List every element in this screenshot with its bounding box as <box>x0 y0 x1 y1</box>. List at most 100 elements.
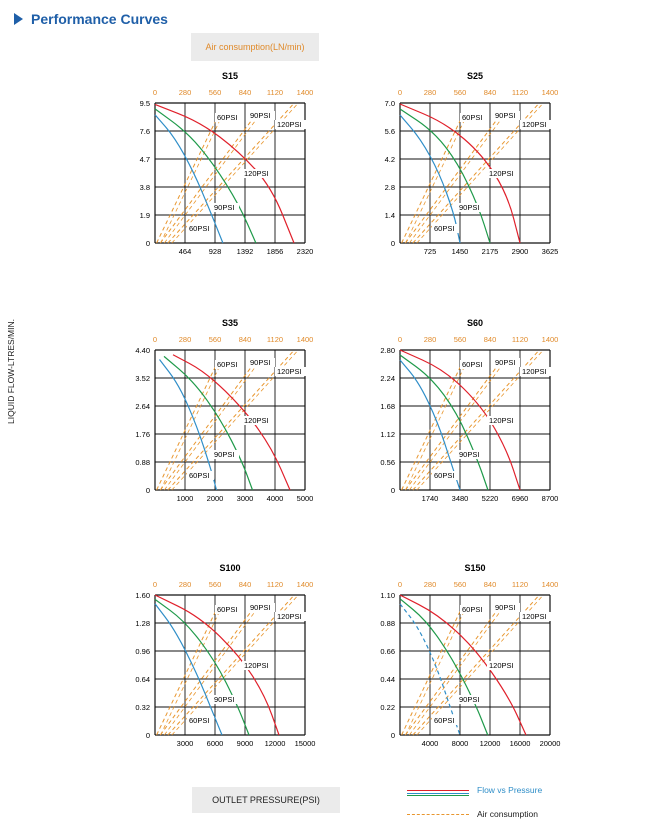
label-bg <box>242 416 274 425</box>
y-tick-label: 2.8 <box>385 183 395 192</box>
y-tick-label: 1.68 <box>380 402 395 411</box>
label-bg <box>487 661 519 670</box>
air-line-120psi <box>167 102 295 244</box>
air-line-90psi <box>159 113 258 244</box>
y-tick-label: 0.66 <box>380 647 395 656</box>
curve-label: 90PSI <box>495 111 515 120</box>
chart-title: S100 <box>219 563 240 573</box>
x-tick-label: 928 <box>209 247 222 256</box>
label-bg <box>275 612 307 621</box>
chart-s35: S35 0 280 560 840 1120 1400 4.40 3.52 2.64 1.76 0.8… <box>135 318 313 503</box>
chart-title: S60 <box>467 318 483 328</box>
top-tick-label: 560 <box>454 335 467 344</box>
air-line-120psi <box>412 594 540 736</box>
curve-label: 60PSI <box>189 716 209 725</box>
top-tick-label: 280 <box>424 335 437 344</box>
flow-curve-90psi <box>154 598 250 736</box>
x-tick-label: 2000 <box>207 494 224 503</box>
curve-label: 120PSI <box>244 661 269 670</box>
air-line-60psi-2 <box>160 612 220 736</box>
air-line-90psi-2 <box>409 603 507 736</box>
top-tick-label: 840 <box>484 580 497 589</box>
chart-s25: S25 0 280 560 840 1120 1400 7.0 5.6 4.2 2.8 1.4 0 725… <box>385 71 559 256</box>
y-tick-label: 3.52 <box>135 374 150 383</box>
air-line-90psi <box>404 359 503 491</box>
label-bg <box>493 111 520 120</box>
y-tick-label: 4.2 <box>385 155 395 164</box>
label-bg <box>460 113 487 122</box>
x-tick-label: 16000 <box>510 739 531 748</box>
label-bg <box>212 450 239 459</box>
x-tick-label: 20000 <box>540 739 561 748</box>
y-tick-label: 5.6 <box>385 127 395 136</box>
y-tick-label: 3.8 <box>140 183 150 192</box>
label-bg <box>457 450 484 459</box>
curve-label: 120PSI <box>522 120 547 129</box>
x-axis-label: OUTLET PRESSURE(PSI) <box>192 787 340 813</box>
top-tick-label: 280 <box>424 580 437 589</box>
y-tick-label: 0.44 <box>380 675 395 684</box>
x-tick-label: 3000 <box>177 739 194 748</box>
x-tick-label: 464 <box>179 247 192 256</box>
air-line-90psi <box>404 603 503 736</box>
label-bg <box>457 203 484 212</box>
top-tick-label: 1120 <box>512 335 528 344</box>
curve-label: 120PSI <box>277 367 302 376</box>
y-tick-label: 1.60 <box>135 591 150 600</box>
air-line-120psi <box>167 594 295 736</box>
air-line-60psi-2 <box>160 367 220 491</box>
top-tick-label: 560 <box>454 88 467 97</box>
curve-label: 60PSI <box>189 471 209 480</box>
x-tick-label: 8000 <box>452 739 469 748</box>
legend-air-line <box>407 813 469 815</box>
curve-label: 90PSI <box>459 450 479 459</box>
chart-title: S150 <box>464 563 485 573</box>
y-tick-label: 7.0 <box>385 99 395 108</box>
label-bg <box>520 120 552 129</box>
curve-label: 120PSI <box>489 169 514 178</box>
label-bg <box>215 360 242 369</box>
curve-label: 60PSI <box>434 224 454 233</box>
top-tick-label: 1400 <box>542 335 559 344</box>
top-tick-label: 1120 <box>512 580 528 589</box>
legend: Flow vs Pressure Air consumption <box>407 781 567 831</box>
curve-label: 120PSI <box>244 169 269 178</box>
legend-air: Air consumption <box>407 808 538 820</box>
top-tick-label: 0 <box>398 580 402 589</box>
x-tick-label: 1450 <box>452 247 469 256</box>
air-line-60psi <box>156 612 216 736</box>
curve-label: 120PSI <box>489 661 514 670</box>
top-tick-label: 280 <box>179 335 192 344</box>
label-bg <box>242 169 274 178</box>
curve-label: 120PSI <box>244 416 269 425</box>
x-tick-label: 15000 <box>295 739 316 748</box>
label-bg <box>493 603 520 612</box>
label-bg <box>242 661 274 670</box>
y-tick-label: 0 <box>146 486 150 495</box>
top-tick-label: 840 <box>484 335 497 344</box>
air-line-90psi-2 <box>164 359 262 491</box>
chart-title: S35 <box>222 318 238 328</box>
air-line-60psi-2 <box>405 120 465 244</box>
y-tick-label: 0 <box>146 239 150 248</box>
flow-curve-120psi <box>172 354 291 491</box>
x-tick-label: 3625 <box>542 247 559 256</box>
top-tick-label: 1400 <box>542 580 559 589</box>
legend-flow-text: Flow vs Pressure <box>477 785 543 795</box>
top-tick-label: 840 <box>239 335 252 344</box>
air-line-90psi <box>159 359 258 491</box>
y-tick-label: 4.7 <box>140 155 150 164</box>
flow-curve-90psi <box>399 108 491 244</box>
label-bg <box>212 203 239 212</box>
label-bg <box>460 605 487 614</box>
x-tick-label: 2900 <box>512 247 529 256</box>
label-bg <box>487 169 519 178</box>
air-line-90psi <box>404 112 503 244</box>
y-tick-label: 7.6 <box>140 127 150 136</box>
play-arrow-icon <box>14 13 23 25</box>
label-bg <box>487 416 519 425</box>
y-tick-label: 4.40 <box>135 346 150 355</box>
x-tick-label: 725 <box>424 247 437 256</box>
curve-label: 60PSI <box>462 360 482 369</box>
air-line-60psi-2 <box>405 367 465 491</box>
